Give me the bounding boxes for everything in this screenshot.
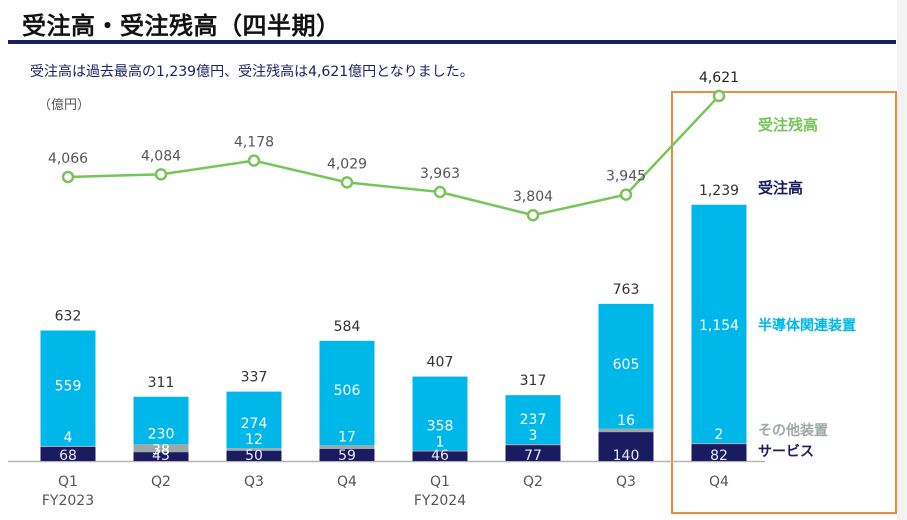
bar-other (505, 444, 561, 446)
bar-other (133, 444, 189, 453)
bar-semiconductor (505, 395, 561, 445)
bar-service (319, 448, 375, 461)
bar-label-service: 43 (152, 448, 170, 464)
bar-label-semiconductor: 1,154 (699, 318, 739, 334)
bar-semiconductor (598, 303, 654, 429)
x-tick-label: Q3 (244, 474, 264, 490)
bar-label-other: 2 (715, 427, 724, 443)
bar-other (40, 445, 96, 447)
bar-label-semiconductor: 559 (55, 379, 82, 395)
bar-other (691, 443, 747, 445)
legend-orders: 受注高 (758, 179, 803, 197)
backlog-point (154, 168, 168, 181)
backlog-label: 3,804 (513, 189, 553, 205)
bar-service (691, 444, 747, 461)
backlog-label: 4,084 (141, 148, 181, 164)
bar-label-total: 1,239 (699, 183, 739, 199)
x-tick-label: Q3 (616, 474, 636, 490)
bar-other (226, 448, 282, 451)
x-tick-label: Q4 (709, 474, 729, 490)
bar-label-other: 4 (64, 430, 73, 446)
bar-label-service: 82 (710, 448, 728, 464)
bar-label-other: 3 (529, 428, 538, 444)
fiscal-year-label: FY2024 (414, 493, 466, 509)
bar-other (598, 428, 654, 433)
legend-backlog: 受注残高 (758, 116, 818, 134)
bar-label-total: 584 (334, 319, 361, 335)
bar-label-semiconductor: 506 (334, 383, 361, 399)
backlog-label: 3,963 (420, 166, 460, 182)
bar-label-service: 68 (59, 448, 77, 464)
x-tick-label: Q2 (151, 474, 171, 490)
highlight-box (671, 91, 897, 514)
bar-semiconductor (40, 330, 96, 446)
backlog-point (433, 185, 447, 199)
bar-service (133, 452, 189, 461)
bar-label-total: 407 (427, 355, 454, 371)
bar-label-other: 17 (338, 429, 356, 445)
x-tick-label: Q2 (523, 474, 543, 490)
legend-semiconductor: 半導体関連装置 (758, 317, 856, 334)
backlog-point (340, 176, 354, 189)
bar-label-service: 59 (338, 448, 356, 464)
legend-other: その他装置 (758, 422, 828, 439)
backlog-line (67, 95, 720, 217)
bar-service (598, 432, 654, 461)
bar-semiconductor (691, 204, 747, 444)
bar-label-service: 77 (524, 448, 542, 464)
bar-semiconductor (226, 391, 282, 449)
bar-label-semiconductor: 230 (148, 426, 175, 442)
x-tick-label: Q1 (430, 474, 450, 490)
legend-service: サービス (758, 444, 814, 460)
backlog-label: 3,945 (606, 169, 646, 185)
bar-label-total: 632 (55, 309, 82, 325)
backlog-label: 4,066 (48, 151, 88, 167)
bar-service (505, 445, 561, 461)
bar-label-semiconductor: 358 (427, 419, 454, 435)
bar-semiconductor (412, 376, 468, 451)
bar-label-semiconductor: 605 (613, 357, 640, 373)
unit-label: （億円） (38, 98, 91, 113)
bar-other (412, 450, 468, 452)
bar-label-service: 50 (245, 448, 263, 464)
bar-service (412, 451, 468, 461)
page-edge (897, 0, 907, 520)
bar-label-total: 311 (148, 375, 175, 391)
backlog-label: 4,178 (234, 135, 274, 151)
bar-service (40, 446, 96, 461)
backlog-point (619, 188, 633, 201)
bar-label-semiconductor: 237 (520, 412, 547, 428)
backlog-point (247, 154, 261, 167)
bar-label-other: 1 (436, 435, 445, 451)
bar-label-semiconductor: 274 (241, 416, 268, 432)
bar-label-total: 317 (520, 373, 547, 389)
bar-semiconductor (133, 396, 189, 445)
bar-label-other: 16 (617, 413, 635, 429)
x-tick-label: Q1 (58, 474, 78, 490)
backlog-point (526, 208, 540, 222)
bar-service (226, 450, 282, 461)
backlog-label: 4,029 (327, 156, 367, 172)
backlog-point (712, 89, 726, 103)
bar-label-other: 12 (245, 432, 263, 448)
title-divider (8, 40, 896, 44)
bar-label-total: 337 (241, 370, 268, 386)
bar-semiconductor (319, 340, 375, 446)
backlog-point (61, 170, 75, 184)
bar-label-total: 763 (613, 282, 640, 298)
x-tick-label: Q4 (337, 474, 357, 490)
bar-other (319, 445, 375, 449)
bar-label-other: 38 (152, 442, 170, 458)
bar-label-service: 46 (431, 448, 449, 464)
summary-text: 受注高は過去最高の1,239億円、受注残高は4,621億円となりました。 (30, 64, 474, 80)
fiscal-year-label: FY2023 (42, 493, 94, 509)
page-title: 受注高・受注残高（四半期） (22, 12, 341, 40)
backlog-label: 4,621 (699, 70, 739, 86)
bar-label-service: 140 (613, 448, 640, 464)
